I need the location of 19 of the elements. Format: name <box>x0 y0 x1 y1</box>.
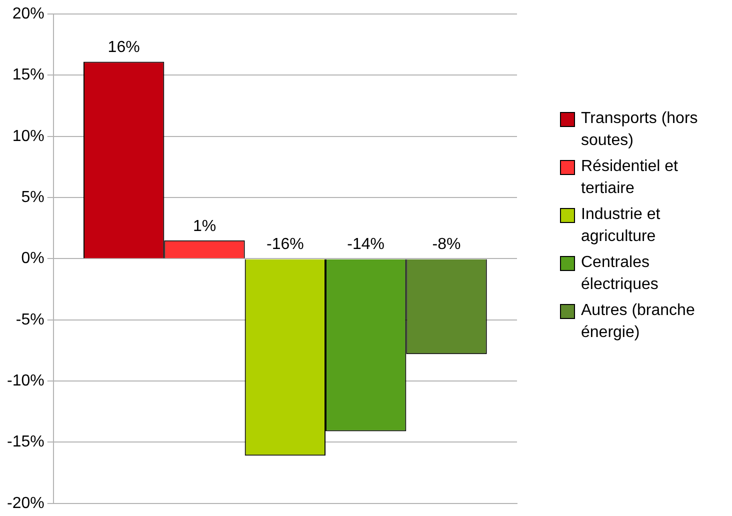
legend-label: Transports (hors soutes) <box>581 109 699 151</box>
legend-label: Autres (branche énergie) <box>581 301 696 343</box>
y-tick-label: 10% <box>12 128 44 145</box>
data-label: -14% <box>347 236 385 254</box>
data-label: 1% <box>192 218 216 235</box>
data-label: -16% <box>266 236 304 254</box>
legend-label: Centrales électriques <box>581 253 660 295</box>
y-tick-label: -20% <box>6 494 44 512</box>
legend-label: Industrie et agriculture <box>581 205 662 247</box>
y-tick-label: 5% <box>21 188 44 206</box>
y-tick-label: -15% <box>6 434 44 451</box>
data-label: -8% <box>432 236 461 254</box>
y-tick-label: 20% <box>12 5 44 22</box>
data-label: 16% <box>108 39 140 56</box>
y-tick-label: -10% <box>6 372 44 390</box>
y-tick-label: -5% <box>16 311 44 328</box>
y-tick-label: 0% <box>21 250 44 268</box>
y-tick-label: 15% <box>12 66 44 84</box>
legend-label: Résidentiel et tertiaire <box>581 157 679 199</box>
